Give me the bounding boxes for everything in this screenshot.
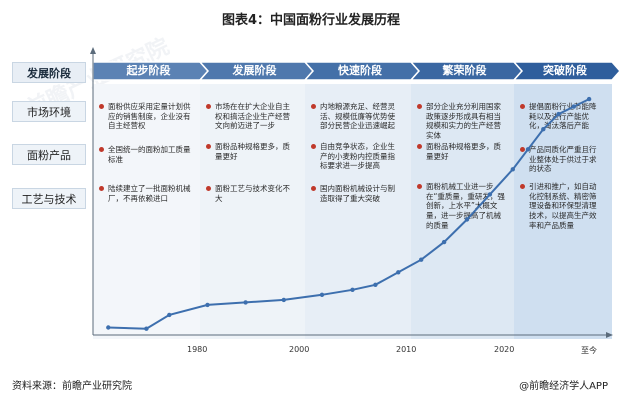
stage-name: 发展阶段 — [232, 64, 277, 77]
data-point — [144, 326, 149, 331]
bullet-icon — [417, 184, 422, 189]
row-label-product: 面粉产品 — [12, 144, 86, 165]
stage-panel — [200, 84, 305, 339]
stage-item-text: 国内面粉机械设计与制造取得了重大突破 — [320, 184, 395, 203]
bullet-icon — [417, 104, 422, 109]
stage-item-text: 产品同质化严重且行业整体处于供过于求的状态 — [529, 145, 597, 174]
bullet-icon — [311, 144, 316, 149]
bullet-icon — [99, 186, 104, 191]
x-tick-label: 至今 — [581, 346, 597, 355]
x-tick-label: 2020 — [494, 345, 515, 354]
stage-item-text: 面粉供应采用定量计划供应的销售制度，企业没有自主经营权 — [108, 102, 191, 131]
data-point — [464, 217, 470, 222]
stage-name: 繁荣阶段 — [442, 64, 487, 77]
bullet-icon — [99, 104, 104, 109]
stage-item-text: 面粉品种规格更多，质量更好 — [215, 142, 290, 161]
stage-item-text: 陆续建立了一批面粉机械厂，不再依赖进口 — [108, 184, 191, 203]
data-point — [586, 96, 592, 102]
data-point — [441, 239, 447, 245]
bullet-icon — [206, 144, 211, 149]
bullet-icon — [520, 184, 525, 189]
data-point — [281, 297, 286, 303]
stage-item-text: 内地粮源充足、经营灵活、规模低廉等优势使部分民营企业迅速崛起 — [320, 102, 395, 131]
row-label-tech: 工艺与技术 — [12, 188, 86, 209]
stage-item-text: 面粉工艺与技术变化不大 — [215, 184, 290, 203]
data-point — [396, 270, 401, 275]
row-label-stage: 发展阶段 — [12, 62, 86, 83]
stage-name: 快速阶段 — [338, 64, 382, 77]
data-point — [525, 147, 531, 152]
x-tick-label: 2010 — [396, 345, 417, 354]
bullet-icon — [417, 144, 422, 149]
bullet-icon — [311, 104, 316, 109]
data-point — [167, 312, 172, 318]
data-point — [541, 127, 546, 132]
stage-name: 突破阶段 — [543, 64, 587, 77]
source-note: 资料来源：前瞻产业研究院 — [12, 381, 132, 392]
stage-item-text: 全国统一的面粉加工质量标准 — [108, 145, 191, 164]
stage-chevron — [512, 61, 622, 81]
x-axis-arrow — [606, 332, 613, 338]
stage-item-text: 自由竞争状态，企业生产的小麦粉内控质量指标要求进一步提高 — [320, 142, 395, 171]
data-point — [487, 192, 493, 197]
stage-name: 起步阶段 — [126, 64, 171, 77]
y-axis-arrow — [90, 47, 96, 54]
bullet-icon — [206, 186, 211, 191]
data-point — [243, 300, 248, 305]
data-point — [510, 167, 515, 172]
x-tick-label: 2000 — [289, 345, 310, 354]
stage-item-text: 市场在在扩大企业自主权和搞活企业生产经营文向前迈进了一步 — [215, 102, 290, 131]
bullet-icon — [520, 104, 525, 109]
stage-item-text: 部分企业充分利用国家政策逐步形成具有相当规模和实力的生产经营实体 — [426, 102, 501, 141]
x-tick-label: 1980 — [187, 345, 208, 354]
data-point — [106, 325, 111, 330]
bullet-icon — [311, 186, 316, 191]
row-label-market: 市场环境 — [12, 101, 86, 122]
bullet-icon — [206, 104, 211, 109]
stage-item-text: 面粉机械工业进一步在“重质量，重研发，强创新，上水平”大概文量，进一步提高了机械… — [426, 182, 505, 230]
page-title: 图表4：中国面粉行业发展历程 — [221, 13, 401, 28]
data-point — [419, 257, 424, 262]
stage-panel — [93, 84, 200, 339]
series-line — [108, 98, 590, 330]
data-point — [319, 292, 325, 297]
data-point — [571, 104, 576, 109]
stage-item-text: 引进和推广，如自动化控制系统、精密筛理设备和环保型清理技术，以提高生产效率和产品… — [529, 182, 597, 230]
bullet-icon — [520, 147, 525, 152]
bullet-icon — [99, 147, 104, 152]
stage-panel — [514, 84, 612, 339]
data-point — [350, 287, 355, 292]
app-credit: @前瞻经济学人APP — [519, 381, 608, 392]
stage-panel — [411, 84, 514, 339]
stage-item-text: 面粉品种规格更多，质量更好 — [426, 142, 501, 161]
data-point — [205, 302, 210, 308]
data-point — [556, 111, 561, 117]
data-point — [373, 282, 378, 287]
